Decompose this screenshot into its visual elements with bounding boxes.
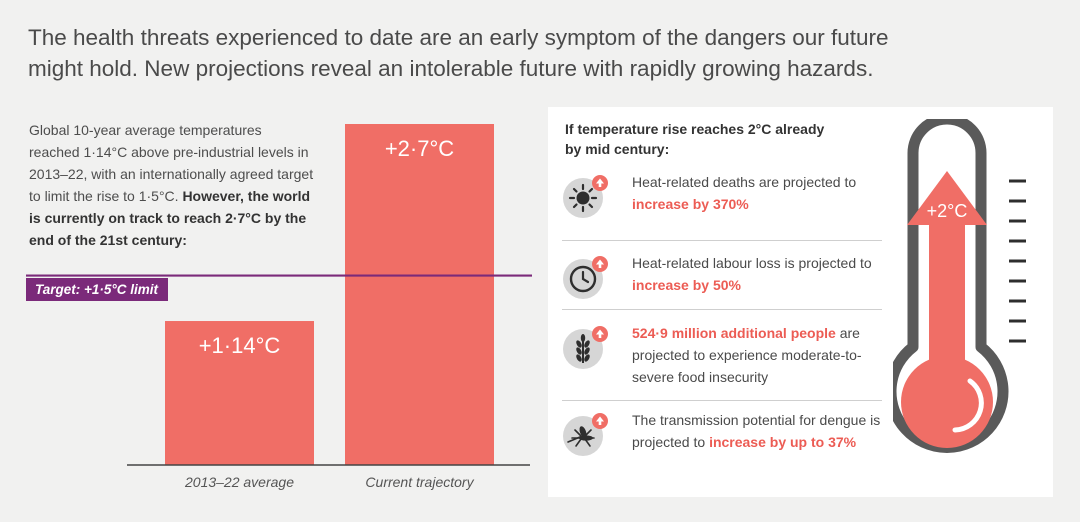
- wheat-icon: [563, 326, 608, 369]
- sun-icon: [563, 175, 608, 218]
- headline: The health threats experienced to date a…: [28, 25, 889, 81]
- thermometer-icon: +2°C: [893, 119, 1026, 453]
- item-text: Heat-related deaths are projected to inc…: [632, 171, 882, 215]
- highlight-text: 524·9 million additional people: [632, 325, 836, 341]
- projections-panel: If temperature rise reaches 2°C already …: [548, 107, 1053, 497]
- target-label: Target: +1·5°C limit: [26, 278, 169, 301]
- mosquito-icon: [563, 413, 608, 456]
- item-text: The transmission potential for dengue is…: [632, 409, 882, 453]
- item-text: 524·9 million additional people are proj…: [632, 322, 882, 388]
- item-text-part: are projected to experience moderate-to-…: [632, 325, 862, 385]
- bar-value-label: +2·7°C: [385, 136, 454, 161]
- clock-icon: [563, 256, 608, 299]
- highlight-text: increase by 50%: [632, 277, 741, 293]
- bar: [345, 124, 494, 465]
- intro-normal: Global 10-year average temperatures reac…: [29, 122, 314, 204]
- bar: [165, 321, 314, 465]
- intro-bold: However, the world is currently on track…: [29, 188, 311, 248]
- category-label: 2013–22 average: [184, 474, 294, 490]
- highlight-text: increase by 370%: [632, 196, 749, 212]
- item-text-part: Heat-related deaths are projected to: [632, 174, 857, 190]
- highlight-text: increase by up to 37%: [709, 434, 857, 450]
- divider: [562, 309, 882, 310]
- intro-text: Global 10-year average temperatures reac…: [29, 119, 314, 251]
- temperature-bar-chart: +1·14°C 2013–22 average +2·7°C Current traj…: [26, 124, 532, 490]
- divider: [562, 400, 882, 401]
- item-text-part: Heat-related labour loss is projected to: [632, 255, 872, 271]
- thermometer-label: +2°C: [927, 201, 968, 221]
- item-text-part: The transmission potential for dengue is…: [632, 412, 881, 450]
- panel-title: If temperature rise reaches 2°C already …: [565, 121, 825, 157]
- bar-value-label: +1·14°C: [199, 333, 281, 358]
- divider: [562, 240, 882, 241]
- category-label: Current trajectory: [365, 474, 474, 490]
- item-text: Heat-related labour loss is projected to…: [632, 252, 882, 296]
